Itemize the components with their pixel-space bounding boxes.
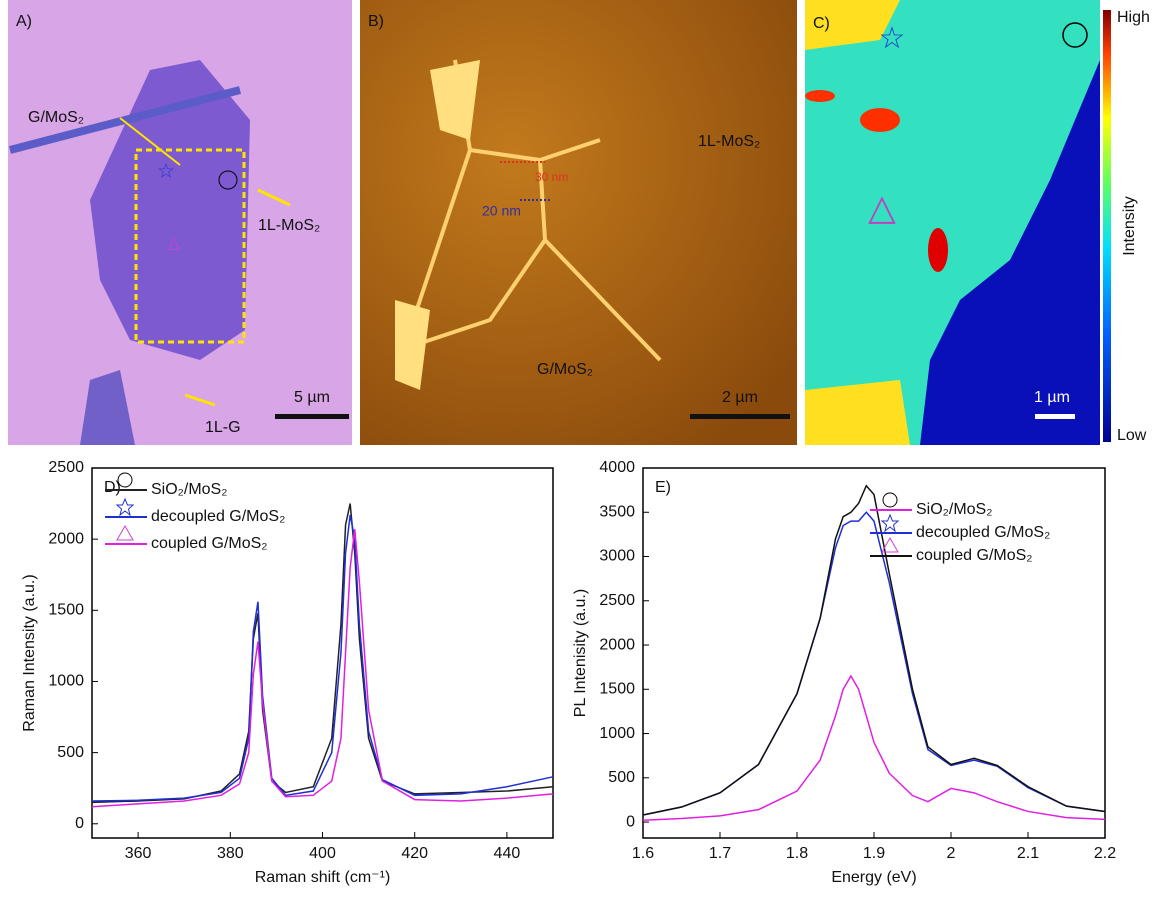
label: 1L-MoS₂ [698,133,760,150]
x-tick-label: 380 [217,845,244,862]
legend-label: decoupled G/MoS₂ [151,508,285,525]
y-tick-label: 2500 [48,459,84,476]
legend-label: SiO₂/MoS₂ [916,501,992,518]
scale-label: 5 µm [294,389,330,406]
y-tick-label: 4000 [599,459,635,476]
y-tick-label: 3000 [599,548,635,565]
scale-bar [275,414,349,419]
label: 30 nm [535,170,568,184]
hotspot [928,228,948,272]
y-axis-label: PL Intenisity (a.u.) [572,589,589,717]
hotspot [805,90,835,102]
legend-marker [117,499,133,515]
y-tick-label: 500 [608,769,635,786]
panel-b: B) 1L-MoS₂ 30 nm 20 nm G/MoS₂ 2 µm [360,0,797,445]
y-axis-label: Raman Intensity (a.u.) [21,574,38,731]
y-tick-label: 1500 [599,681,635,698]
x-axis-label: Raman shift (cm⁻¹) [255,869,391,886]
y-tick-label: 3500 [599,503,635,520]
label: G/MoS₂ [28,109,84,126]
triangle: △ [168,235,181,252]
x-tick-label: 1.8 [786,845,808,862]
y-tick-label: 2000 [48,530,84,547]
x-tick-label: 2.2 [1094,845,1116,862]
x-tick-label: 2 [947,845,956,862]
y-tick-label: 2500 [599,592,635,609]
y-tick-label: 0 [75,815,84,832]
legend-marker [883,493,897,507]
colorbar [1103,10,1111,442]
x-axis-label: Energy (eV) [831,869,916,886]
series-line [643,676,1105,820]
panel-label: B) [368,13,384,30]
panel-label: A) [16,13,32,30]
legend-label: SiO₂/MoS₂ [151,481,227,498]
legend-marker [117,526,133,540]
panel-label: E) [655,479,671,496]
x-tick-label: 1.7 [709,845,731,862]
label: 1L-MoS₂ [258,217,320,234]
star: ☆ [879,22,906,55]
panel-a: ☆ △ A) G/MoS₂ 1L-MoS₂ 5 µm 1L-G [8,0,352,445]
legend-label: coupled G/MoS₂ [916,547,1033,564]
x-tick-label: 360 [125,845,152,862]
triangle: △ [868,187,896,228]
figure: ☆ △ A) G/MoS₂ 1L-MoS₂ 5 µm 1L-G B) 1L-Mo… [0,0,1165,901]
x-tick-label: 1.9 [863,845,885,862]
x-tick-label: 440 [494,845,521,862]
y-tick-label: 2000 [599,636,635,653]
scale-label: 1 µm [1034,389,1070,406]
label: 20 nm [482,203,521,219]
scale-bar [690,414,790,419]
colorbar-label: High [1117,9,1150,26]
legend-label: decoupled G/MoS₂ [916,524,1050,541]
y-tick-label: 1000 [599,725,635,742]
hotspot [860,108,900,132]
x-tick-label: 420 [401,845,428,862]
colorbar-label: Intensity [1121,196,1138,256]
x-tick-label: 1.6 [632,845,654,862]
panel-c: ☆ △ C) 1 µm High Intensity Low [805,0,1150,445]
series-line [92,529,553,807]
colorbar-label: Low [1117,427,1147,444]
y-tick-label: 500 [57,744,84,761]
panel-label: C) [813,15,830,32]
y-tick-label: 0 [626,813,635,830]
legend-label: coupled G/MoS₂ [151,535,268,552]
afm-image [360,0,797,445]
label: 1L-G [205,419,241,436]
star: ☆ [157,160,175,182]
series-line [92,515,553,801]
series-line [643,512,1105,815]
label: G/MoS₂ [537,361,593,378]
y-tick-label: 1000 [48,673,84,690]
x-tick-label: 2.1 [1017,845,1039,862]
scale-label: 2 µm [722,389,758,406]
scale-bar [1035,414,1075,419]
x-tick-label: 400 [309,845,336,862]
y-tick-label: 1500 [48,602,84,619]
legend-marker [882,515,898,531]
